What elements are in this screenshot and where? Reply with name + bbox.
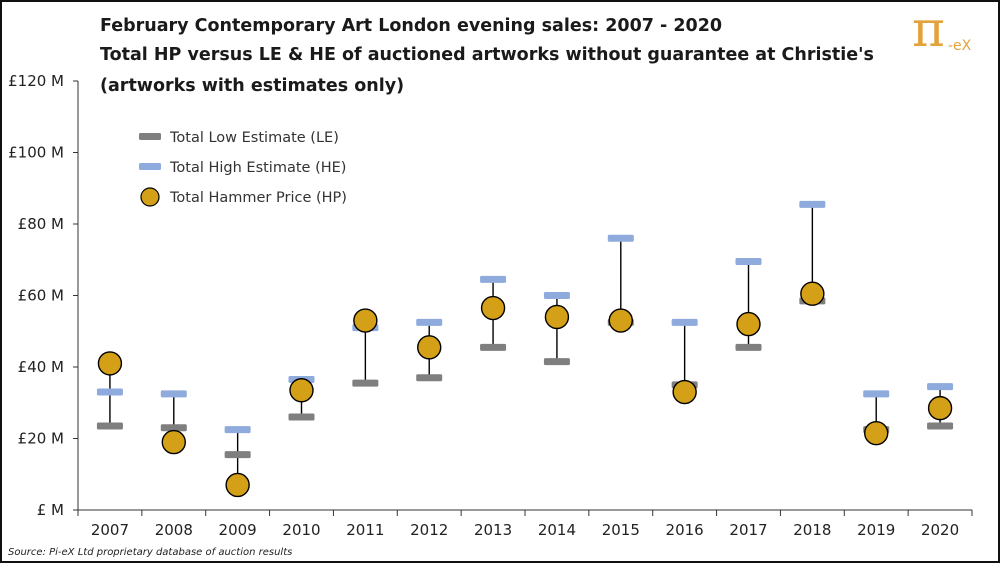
x-tick-label: 2020 xyxy=(921,521,959,539)
low-estimate-mark xyxy=(96,422,123,430)
high-estimate-mark xyxy=(160,390,187,398)
y-tick-label: £ M xyxy=(37,501,64,519)
pi-ex-logo: π -eX xyxy=(912,0,992,62)
low-estimate-mark xyxy=(416,374,443,382)
high-estimate-mark xyxy=(480,275,507,283)
hammer-price-point xyxy=(417,335,442,360)
y-axis-ticks: £ M £20 M £40 M £60 M £80 M £100 M £120 M xyxy=(8,72,78,519)
x-tick-label: 2009 xyxy=(219,521,257,539)
source-note: Source: Pi-eX Ltd proprietary database o… xyxy=(8,547,293,558)
x-tick-label: 2018 xyxy=(793,521,831,539)
hammer-price-point xyxy=(289,378,314,403)
legend-swatch-high-estimate xyxy=(139,163,161,170)
low-estimate-mark xyxy=(288,413,315,421)
high-estimate-mark xyxy=(863,390,890,398)
legend: Total Low Estimate (LE) Total High Estima… xyxy=(139,130,347,207)
high-estimate-mark xyxy=(735,258,762,266)
estimate-range-lines xyxy=(109,204,941,485)
hammer-price-point xyxy=(544,304,570,330)
y-tick-label: £40 M xyxy=(18,358,64,376)
y-tick-label: £20 M xyxy=(18,430,64,448)
high-estimate-mark xyxy=(224,426,251,434)
x-tick-label: 2012 xyxy=(410,521,448,539)
legend-label: Total Low Estimate (LE) xyxy=(169,130,339,146)
high-estimate-mark xyxy=(96,388,123,396)
legend-label: Total High Estimate (HE) xyxy=(169,160,346,176)
x-tick-label: 2011 xyxy=(346,521,384,539)
legend-swatch-low-estimate xyxy=(139,133,161,140)
x-tick-label: 2014 xyxy=(538,521,576,539)
legend-swatch-hammer-price xyxy=(140,187,160,207)
x-tick-label: 2016 xyxy=(666,521,704,539)
hammer-price-point xyxy=(864,420,889,446)
x-tick-label: 2010 xyxy=(282,521,320,539)
hammer-price-point xyxy=(736,311,761,337)
high-estimate-mark xyxy=(607,234,634,242)
hammer-price-point xyxy=(608,308,633,333)
x-tick-label: 2008 xyxy=(155,521,193,539)
x-tick-label: 2007 xyxy=(91,521,129,539)
chart-title-line-2: Total HP versus LE & HE of auctioned art… xyxy=(100,45,874,65)
hammer-price-point xyxy=(800,281,825,306)
chart-title-line-1: February Contemporary Art London evening… xyxy=(100,16,723,36)
low-estimate-mark xyxy=(543,358,570,366)
y-tick-label: £60 M xyxy=(18,287,64,305)
high-estimate-mark xyxy=(416,318,443,326)
hammer-price-point xyxy=(97,351,123,376)
high-estimate-mark xyxy=(799,200,826,208)
low-estimate-mark xyxy=(160,424,187,432)
hammer-price-point xyxy=(480,295,506,321)
logo-symbol: π xyxy=(912,0,945,58)
legend-label: Total Hammer Price (HP) xyxy=(169,190,347,206)
low-estimate-mark xyxy=(927,422,954,430)
x-tick-label: 2019 xyxy=(857,521,895,539)
logo-suffix: -eX xyxy=(948,38,972,54)
x-tick-label: 2017 xyxy=(729,521,767,539)
x-tick-label: 2015 xyxy=(602,521,640,539)
data-marks xyxy=(96,200,954,498)
high-estimate-mark xyxy=(927,383,954,391)
hammer-price-point xyxy=(672,379,697,405)
hammer-price-point xyxy=(225,472,250,498)
low-estimate-mark xyxy=(735,343,762,351)
hammer-price-point xyxy=(353,308,378,333)
low-estimate-mark xyxy=(480,343,507,351)
hammer-price-point xyxy=(927,395,953,421)
high-estimate-mark xyxy=(543,292,570,299)
high-estimate-mark xyxy=(671,318,698,326)
x-axis-ticks: 2007 2008 2009 2010 2011 2012 2013 2014 2015 2016… xyxy=(77,510,973,539)
low-estimate-mark xyxy=(352,379,379,387)
chart-title-line-3: (artworks with estimates only) xyxy=(100,76,405,96)
y-tick-label: £120 M xyxy=(8,72,64,90)
x-tick-label: 2013 xyxy=(474,521,512,539)
low-estimate-mark xyxy=(224,451,251,459)
y-tick-label: £100 M xyxy=(8,144,64,162)
y-tick-label: £80 M xyxy=(18,215,64,233)
hammer-price-point xyxy=(161,429,186,455)
